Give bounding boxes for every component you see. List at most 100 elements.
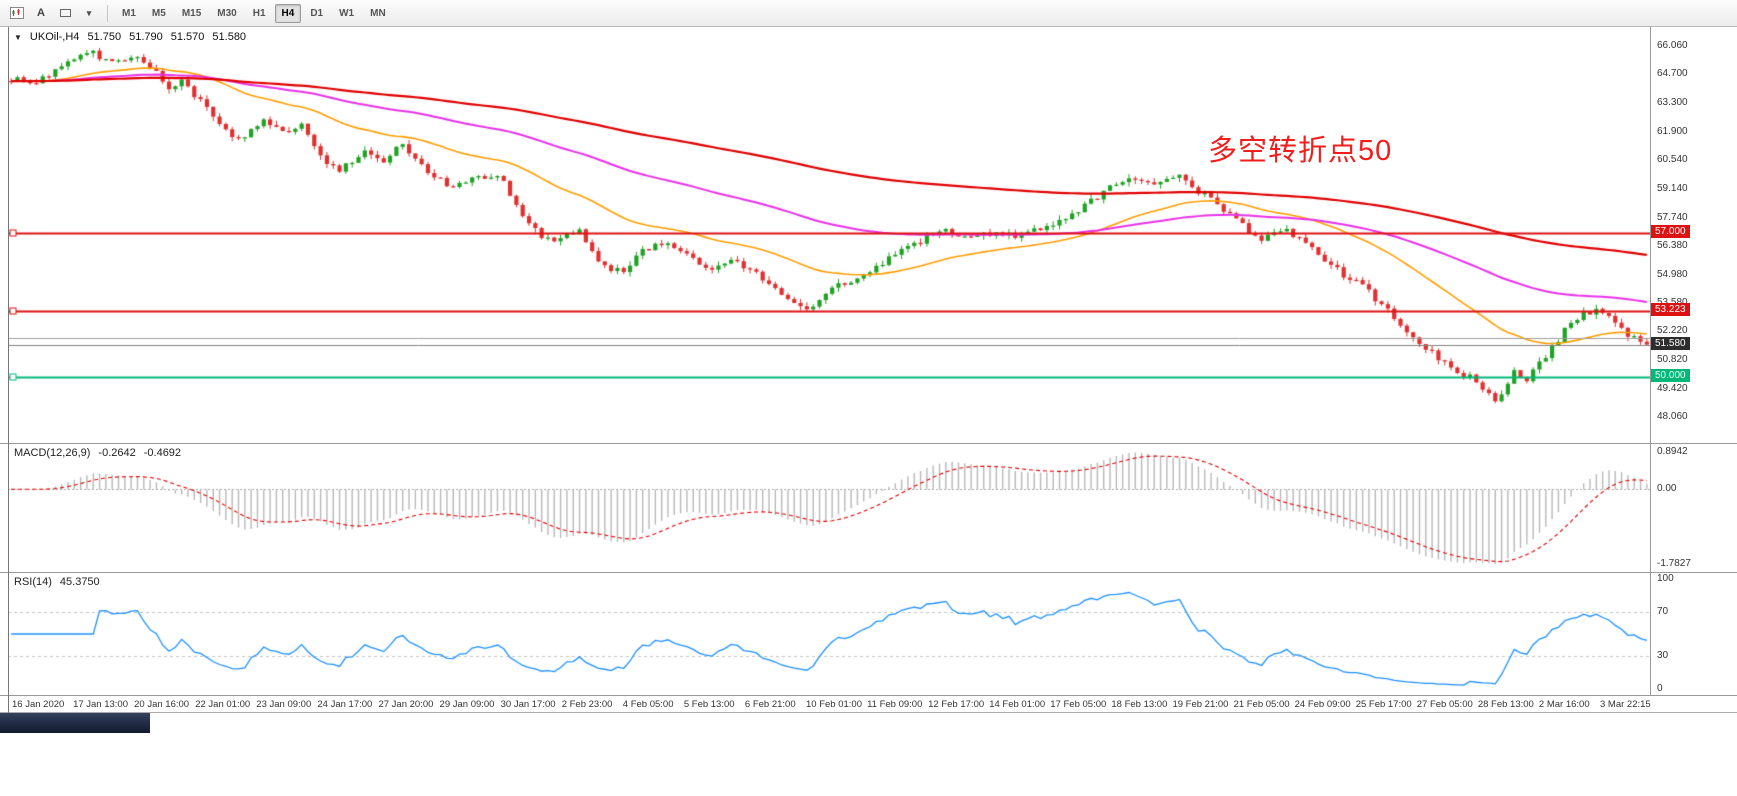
macd-header: MACD(12,26,9) -0.2642 -0.4692 [14,447,181,459]
price-axis-label: 52.220 [1657,325,1688,337]
time-axis-label: 20 Jan 16:00 [134,699,190,710]
time-axis-label: 27 Feb 05:00 [1416,699,1473,710]
time-axis-label: 30 Jan 17:00 [500,699,556,710]
taskbar-fragment[interactable] [0,713,150,733]
toolbar: A ▾ M1 M5 M15 M30 H1 H4 D1 W1 MN [0,0,1737,27]
timeframe-mn[interactable]: MN [370,7,386,19]
price-line-badge: 53.223 [1651,302,1690,316]
price-axis-label: 61.900 [1657,126,1688,138]
price-axis-label: 60.540 [1657,154,1688,166]
timeframe-w1[interactable]: W1 [339,7,355,19]
macd-axis[interactable]: 0.8942 0.00 -1.7827 [1650,444,1737,572]
price-axis-label: 54.980 [1657,268,1688,280]
timeframe-m5[interactable]: M5 [151,7,166,19]
rsi-panel: RSI(14) 45.3750 100 70 30 0 [0,572,1737,695]
rsi-plot: RSI(14) 45.3750 [8,573,1650,695]
time-axis-label: 24 Feb 09:00 [1294,699,1351,710]
time-axis-label: 4 Feb 05:00 [622,699,674,710]
shapes-tool-button[interactable] [54,3,76,23]
time-axis-label: 17 Feb 05:00 [1050,699,1107,710]
time-axis-label: 25 Feb 17:00 [1355,699,1412,710]
time-axis-label: 22 Jan 01:00 [195,699,251,710]
chart-left-border [8,27,9,713]
annotation-text: 多空转折点50 [1208,135,1393,167]
rectangle-icon [59,9,71,17]
chart-header: ▼ UKOil-,H4 51.750 51.790 51.570 51.580 [14,31,246,43]
ohlc-high: 51.790 [129,31,163,43]
macd-plot: MACD(12,26,9) -0.2642 -0.4692 [8,444,1650,572]
time-axis-label: 12 Feb 17:00 [928,699,985,710]
rsi-chart[interactable] [8,573,1650,695]
macd-main-value: -0.2642 [98,447,136,459]
symbol-dropdown-icon[interactable]: ▼ [14,32,22,42]
macd-panel: MACD(12,26,9) -0.2642 -0.4692 0.8942 0.00… [0,443,1737,572]
chart-grid-icon[interactable] [6,3,28,23]
rsi-axis-label: 30 [1657,650,1669,661]
price-axis-label: 64.700 [1657,68,1688,80]
price-axis-label: 49.420 [1657,383,1688,395]
time-axis-label: 11 Feb 09:00 [867,699,923,710]
price-axis-label: 50.820 [1657,354,1688,366]
time-axis-label: 28 Feb 13:00 [1477,699,1534,710]
rsi-axis-label: 0 [1657,683,1663,694]
ohlc-open: 51.750 [87,31,122,43]
time-axis-label: 10 Feb 01:00 [806,699,862,710]
text-tool-button[interactable]: A [37,7,45,19]
timeframe-m15[interactable]: M15 [181,7,202,19]
timeframe-m30[interactable]: M30 [217,7,237,19]
time-axis-label: 24 Jan 17:00 [317,699,373,710]
time-axis-label: 6 Feb 21:00 [744,699,796,710]
rsi-axis[interactable]: 100 70 30 0 [1650,573,1737,695]
macd-title: MACD(12,26,9) [14,447,91,459]
time-axis[interactable]: 16 Jan 2020 17 Jan 13:00 20 Jan 16:00 22 Ja… [0,695,1737,713]
time-axis-label: 3 Mar 22:15 [1600,699,1651,710]
macd-axis-label: 0.8942 [1657,446,1688,457]
bottom-strip [0,713,1737,796]
macd-signal-value: -0.4692 [143,447,182,459]
time-axis-label: 18 Feb 13:00 [1111,699,1168,710]
price-line-badge: 50.000 [1651,369,1690,383]
ohlc-low: 51.570 [170,31,205,43]
rsi-axis-label: 70 [1657,606,1669,617]
current-price-badge: 51.580 [1651,336,1690,350]
time-axis-label: 14 Feb 01:00 [989,699,1046,710]
mini-chart-icon [10,7,24,19]
time-axis-label: 5 Feb 13:00 [683,699,735,710]
rsi-value: 45.3750 [59,576,100,588]
draw-tools-dropdown[interactable]: ▾ [78,3,100,23]
time-axis-label: 29 Jan 09:00 [439,699,495,710]
price-axis-label: 57.740 [1657,211,1688,223]
timeframe-h1[interactable]: H1 [252,7,266,19]
rsi-title: RSI(14) [14,576,52,588]
time-axis-label: 21 Feb 05:00 [1233,699,1290,710]
timeframe-m1[interactable]: M1 [122,7,136,19]
chevron-down-icon: ▾ [86,7,92,18]
time-axis-label: 27 Jan 20:00 [378,699,434,710]
macd-axis-label: -1.7827 [1657,558,1691,569]
time-axis-label: 17 Jan 13:00 [73,699,128,710]
time-axis-label: 23 Jan 09:00 [256,699,312,710]
rsi-header: RSI(14) 45.3750 [14,576,100,588]
price-axis-label: 66.060 [1657,40,1688,52]
time-axis-label: 19 Feb 21:00 [1172,699,1229,710]
chart-title: UKOil-,H4 [29,31,80,43]
price-axis-label: 63.300 [1657,97,1688,109]
candlestick-chart[interactable] [8,27,1650,443]
macd-chart[interactable] [8,444,1650,572]
price-line-badge: 57.000 [1651,224,1690,238]
timeframe-h4[interactable]: H4 [274,3,302,23]
toolbar-separator [107,4,108,22]
price-axis[interactable]: 66.060 64.700 63.300 61.900 60.540 59.140 57.7… [1650,27,1737,443]
ohlc-close: 51.580 [212,31,247,43]
time-axis-label: 2 Feb 23:00 [561,699,613,710]
rsi-axis-label: 100 [1657,573,1674,584]
price-chart-panel: ▼ UKOil-,H4 51.750 51.790 51.570 51.580 … [0,27,1737,443]
macd-axis-label: 0.00 [1657,483,1677,495]
price-axis-label: 48.060 [1657,411,1688,423]
price-axis-label: 56.380 [1657,239,1688,251]
price-axis-label: 59.140 [1657,182,1688,194]
time-axis-label: 16 Jan 2020 [12,699,65,710]
timeframe-d1[interactable]: D1 [310,7,324,19]
price-plot: ▼ UKOil-,H4 51.750 51.790 51.570 51.580 … [8,27,1650,443]
time-axis-label: 2 Mar 16:00 [1538,699,1590,710]
